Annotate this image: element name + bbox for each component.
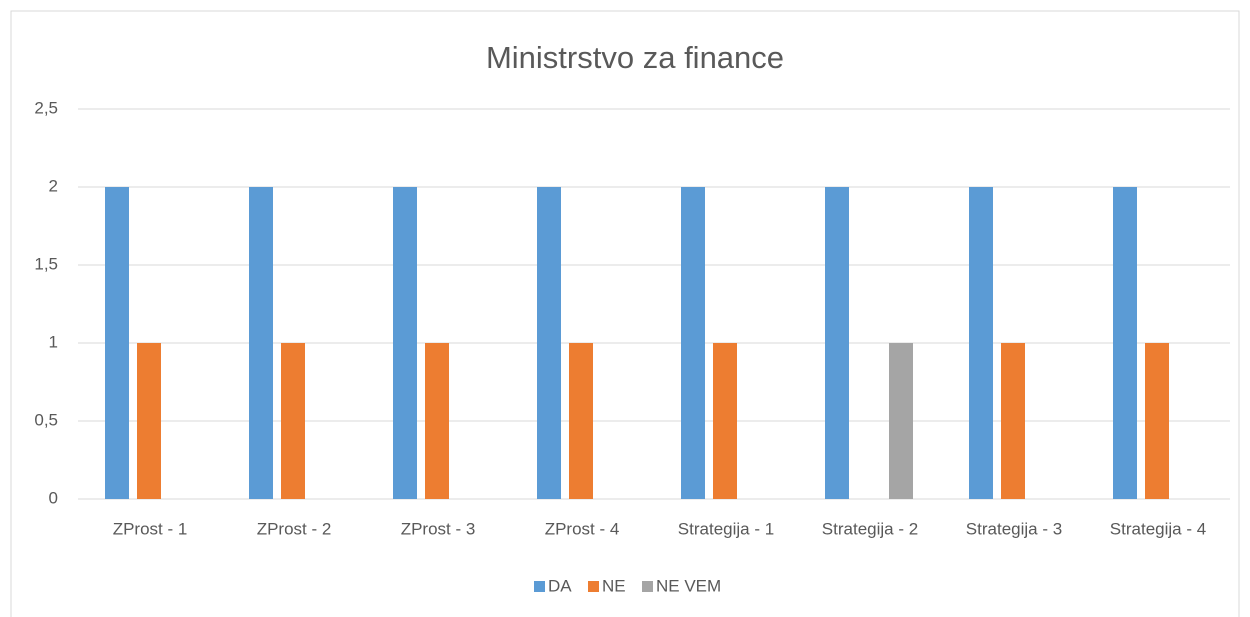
x-tick-label: Strategija - 1 [678, 519, 774, 538]
legend-label: DA [548, 576, 572, 595]
x-tick-label: ZProst - 2 [257, 519, 332, 538]
bar [1113, 187, 1137, 499]
bar [425, 343, 449, 499]
bar [393, 187, 417, 499]
x-tick-label: Strategija - 2 [822, 519, 918, 538]
bar [969, 187, 993, 499]
y-tick-label: 2,5 [34, 98, 58, 117]
bar [825, 187, 849, 499]
legend-swatch [642, 581, 653, 592]
bar [569, 343, 593, 499]
legend-swatch [588, 581, 599, 592]
bar [681, 187, 705, 499]
chart-frame [10, 10, 1240, 617]
bar [105, 187, 129, 499]
chart-title: Ministrstvo za finance [486, 40, 784, 75]
y-tick-label: 0,5 [34, 410, 58, 429]
x-tick-label: ZProst - 1 [113, 519, 188, 538]
legend-swatch [534, 581, 545, 592]
y-tick-label: 0 [49, 488, 58, 507]
bar [889, 343, 913, 499]
x-tick-label: Strategija - 4 [1110, 519, 1206, 538]
y-tick-label: 2 [49, 176, 58, 195]
bar [537, 187, 561, 499]
legend-label: NE VEM [656, 576, 721, 595]
bar [1001, 343, 1025, 499]
bar [713, 343, 737, 499]
x-tick-label: Strategija - 3 [966, 519, 1062, 538]
bar [249, 187, 273, 499]
bar [137, 343, 161, 499]
legend-label: NE [602, 576, 626, 595]
y-tick-label: 1,5 [34, 254, 58, 273]
bar [281, 343, 305, 499]
y-tick-label: 1 [49, 332, 58, 351]
x-tick-label: ZProst - 4 [545, 519, 620, 538]
bar [1145, 343, 1169, 499]
x-tick-label: ZProst - 3 [401, 519, 476, 538]
